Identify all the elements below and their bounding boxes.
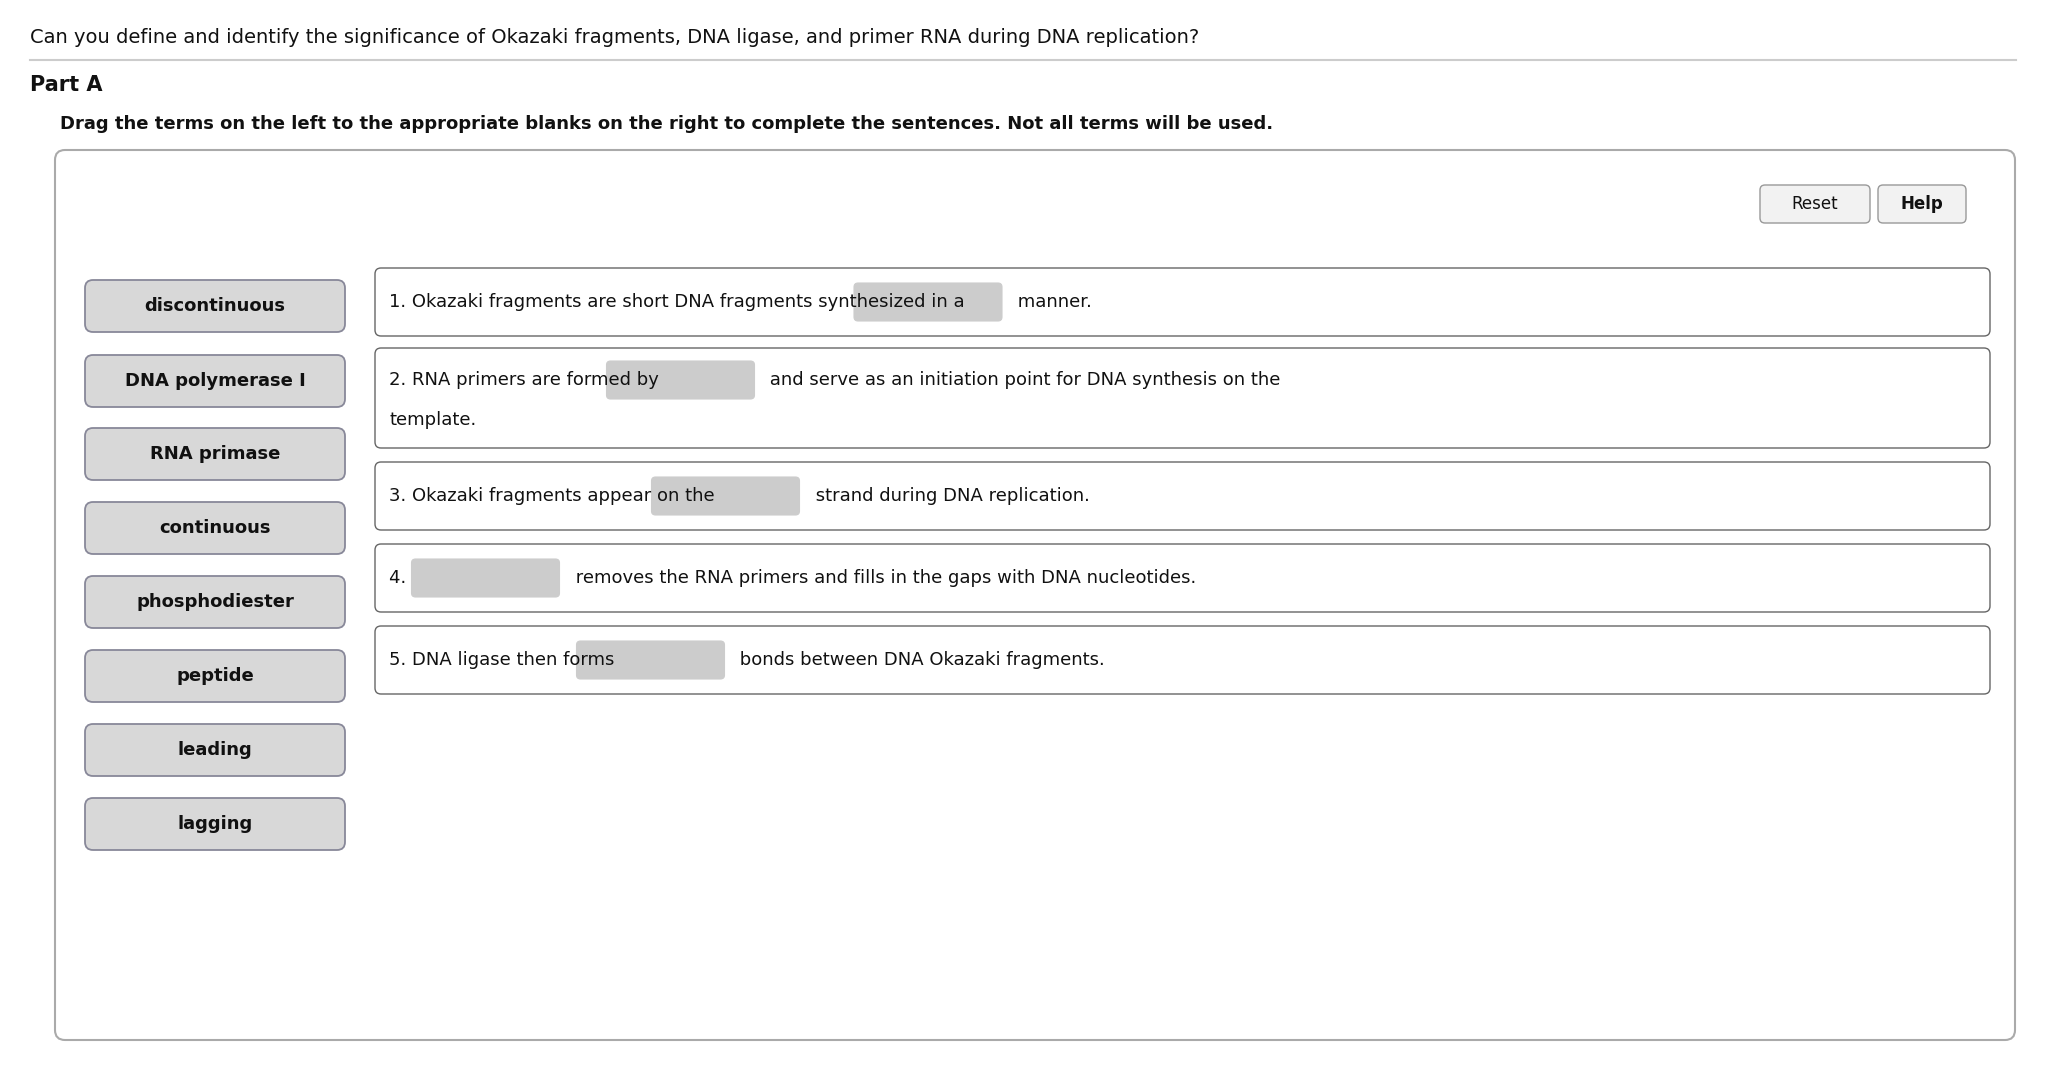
FancyBboxPatch shape bbox=[86, 428, 346, 480]
FancyBboxPatch shape bbox=[86, 650, 346, 702]
Text: DNA polymerase I: DNA polymerase I bbox=[125, 372, 305, 391]
Text: Drag the terms on the left to the appropriate blanks on the right to complete th: Drag the terms on the left to the approp… bbox=[59, 115, 1273, 133]
Text: discontinuous: discontinuous bbox=[145, 297, 286, 315]
Text: 5. DNA ligase then forms: 5. DNA ligase then forms bbox=[389, 651, 620, 669]
FancyBboxPatch shape bbox=[577, 641, 724, 679]
Text: phosphodiester: phosphodiester bbox=[137, 593, 295, 611]
Text: bonds between DNA Okazaki fragments.: bonds between DNA Okazaki fragments. bbox=[735, 651, 1105, 669]
FancyBboxPatch shape bbox=[55, 150, 2015, 1040]
Text: 1. Okazaki fragments are short DNA fragments synthesized in a: 1. Okazaki fragments are short DNA fragm… bbox=[389, 293, 970, 310]
FancyBboxPatch shape bbox=[374, 348, 1991, 448]
FancyBboxPatch shape bbox=[1878, 185, 1966, 223]
Text: peptide: peptide bbox=[176, 667, 254, 685]
Text: leading: leading bbox=[178, 740, 252, 759]
FancyBboxPatch shape bbox=[411, 559, 559, 598]
Text: manner.: manner. bbox=[1013, 293, 1093, 310]
FancyBboxPatch shape bbox=[86, 501, 346, 554]
Text: template.: template. bbox=[389, 411, 477, 429]
Text: and serve as an initiation point for DNA synthesis on the: and serve as an initiation point for DNA… bbox=[765, 371, 1281, 389]
Text: strand during DNA replication.: strand during DNA replication. bbox=[810, 487, 1088, 505]
FancyBboxPatch shape bbox=[374, 268, 1991, 336]
FancyBboxPatch shape bbox=[374, 462, 1991, 530]
Text: continuous: continuous bbox=[160, 519, 270, 537]
FancyBboxPatch shape bbox=[651, 477, 800, 515]
FancyBboxPatch shape bbox=[86, 576, 346, 628]
Text: 2. RNA primers are formed by: 2. RNA primers are formed by bbox=[389, 371, 665, 389]
Text: removes the RNA primers and fills in the gaps with DNA nucleotides.: removes the RNA primers and fills in the… bbox=[569, 569, 1195, 587]
Text: RNA primase: RNA primase bbox=[149, 445, 280, 463]
Text: Part A: Part A bbox=[31, 75, 102, 95]
Text: Help: Help bbox=[1901, 195, 1944, 213]
FancyBboxPatch shape bbox=[374, 544, 1991, 612]
FancyBboxPatch shape bbox=[374, 626, 1991, 694]
FancyBboxPatch shape bbox=[86, 280, 346, 332]
FancyBboxPatch shape bbox=[86, 798, 346, 850]
FancyBboxPatch shape bbox=[853, 283, 1003, 321]
FancyBboxPatch shape bbox=[86, 724, 346, 776]
FancyBboxPatch shape bbox=[1760, 185, 1870, 223]
Text: 4.: 4. bbox=[389, 569, 411, 587]
Text: Can you define and identify the significance of Okazaki fragments, DNA ligase, a: Can you define and identify the signific… bbox=[31, 28, 1199, 47]
FancyBboxPatch shape bbox=[606, 361, 755, 399]
Text: 3. Okazaki fragments appear on the: 3. Okazaki fragments appear on the bbox=[389, 487, 720, 505]
Text: lagging: lagging bbox=[178, 815, 252, 833]
Text: Reset: Reset bbox=[1792, 195, 1837, 213]
FancyBboxPatch shape bbox=[86, 355, 346, 407]
